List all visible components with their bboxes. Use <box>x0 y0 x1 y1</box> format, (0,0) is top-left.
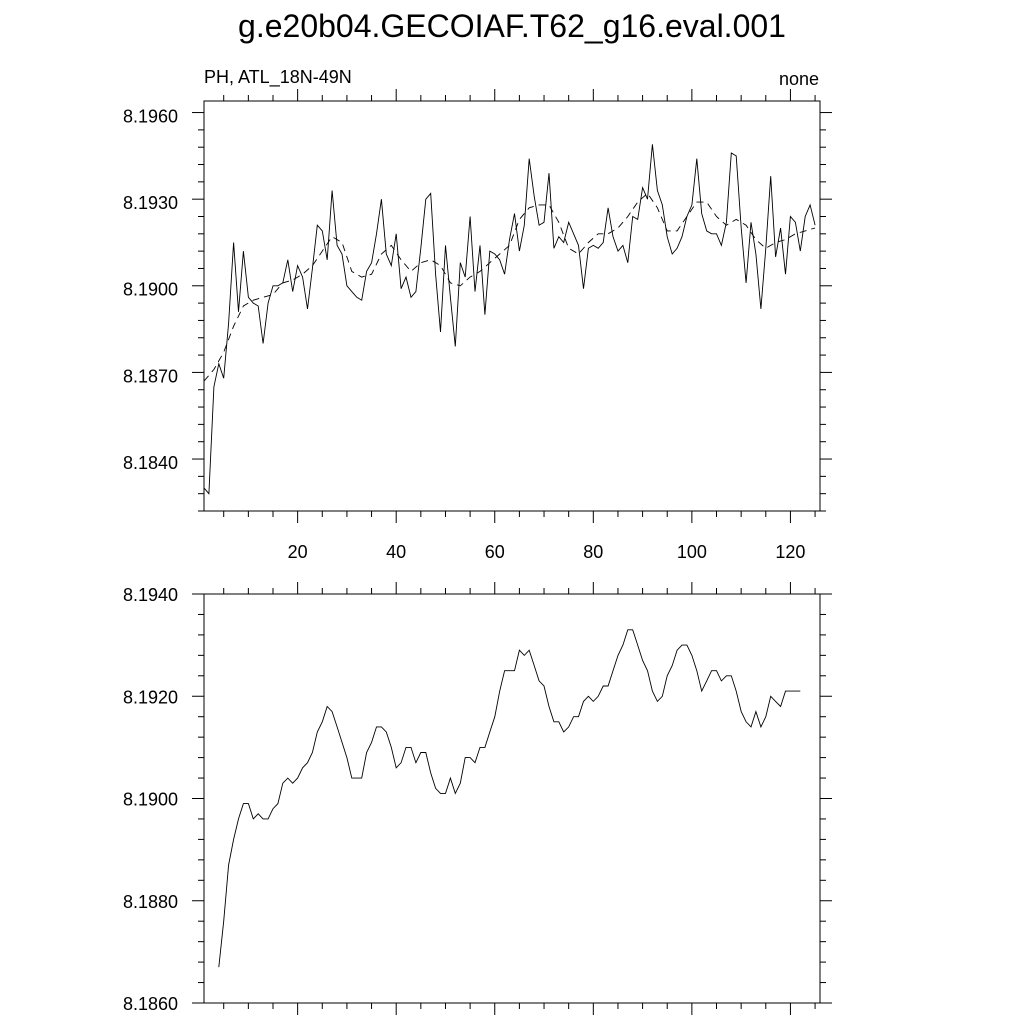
y-tick-label: 8.1900 <box>123 280 178 300</box>
series-line-1-2 <box>203 192 816 382</box>
x-tick-label: 120 <box>775 542 805 562</box>
y-tick-label: 8.1960 <box>123 106 178 126</box>
units-label: none <box>778 69 819 89</box>
y-tick-label: 8.1940 <box>123 585 178 605</box>
series-line-1-1 <box>203 144 816 495</box>
y-tick-label: 8.1920 <box>123 687 178 707</box>
y-tick-label: 8.1870 <box>123 366 178 386</box>
chart-title: g.e20b04.GECOIAF.T62_g16.eval.001 <box>238 8 786 44</box>
series-line-2-1 <box>218 629 801 968</box>
x-tick-label: 100 <box>677 542 707 562</box>
x-tick-label: 60 <box>485 542 505 562</box>
y-tick-label: 8.1900 <box>123 790 178 810</box>
plot-frame-2 <box>203 593 821 1004</box>
x-tick-label: 20 <box>288 542 308 562</box>
plot-frame-1 <box>203 100 821 512</box>
y-tick-label: 8.1860 <box>123 994 178 1014</box>
x-tick-label: 80 <box>583 542 603 562</box>
y-tick-label: 8.1930 <box>123 193 178 213</box>
x-tick-label: 40 <box>386 542 406 562</box>
y-tick-label: 8.1880 <box>123 892 178 912</box>
variable-region-label: PH, ATL_18N-49N <box>204 67 352 87</box>
y-tick-label: 8.1840 <box>123 453 178 473</box>
